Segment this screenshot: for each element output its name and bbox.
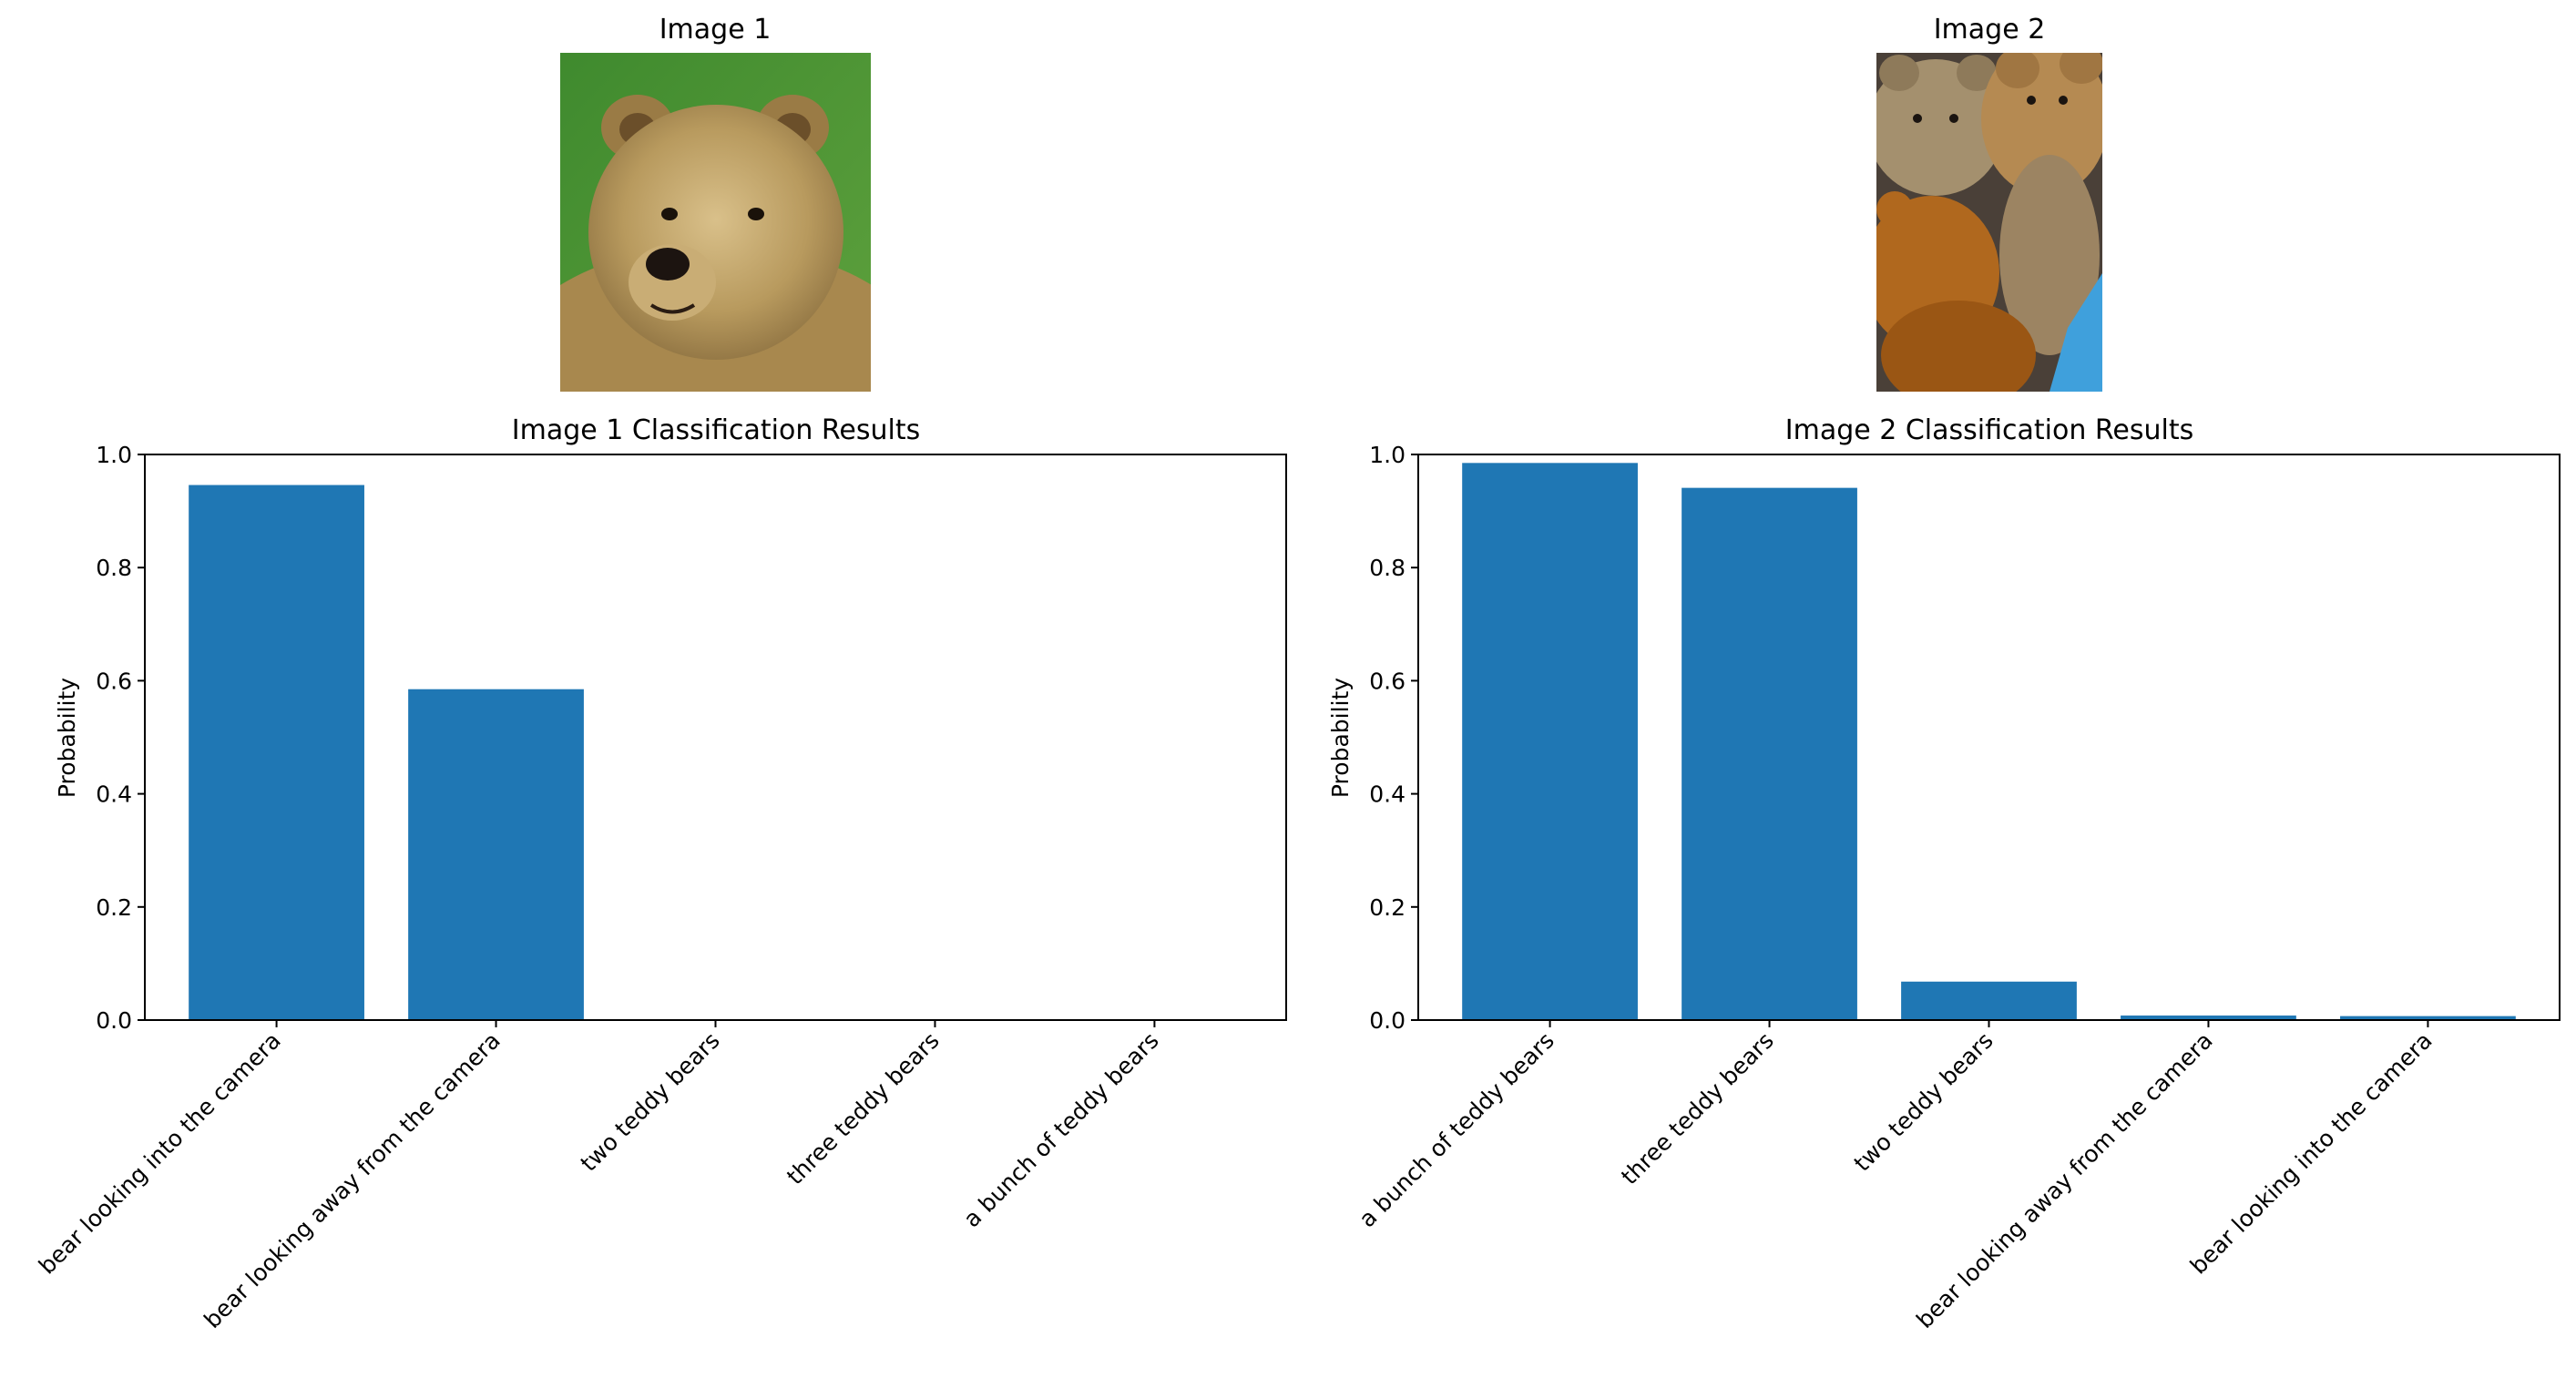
- y-tick-label: 0.0: [1369, 1007, 1406, 1034]
- bear-photo: [560, 53, 871, 392]
- image-2-title: Image 2: [1934, 14, 2046, 46]
- x-tick-label: two teddy bears: [576, 1027, 725, 1177]
- chart-2-title: Image 2 Classification Results: [1785, 414, 2193, 446]
- bar: [408, 689, 584, 1020]
- teddy-bears-photo: [1876, 53, 2102, 392]
- y-tick-label: 0.4: [96, 781, 132, 808]
- bar: [189, 485, 364, 1020]
- chart-1-ylabel: Probability: [54, 678, 80, 798]
- y-tick-label: 1.0: [96, 442, 132, 468]
- chart-1-axes-frame: [144, 454, 1287, 1021]
- y-tick-label: 0.0: [96, 1007, 132, 1034]
- chart-2-ylabel: Probability: [1327, 678, 1354, 798]
- chart-2: Image 2 Classification Results 0.0 0.2 0.4…: [1327, 414, 2561, 1333]
- y-tick-label: 0.4: [1369, 781, 1406, 808]
- x-tick-label: three teddy bears: [782, 1027, 945, 1190]
- bar: [1462, 463, 1638, 1020]
- x-tick-label: two teddy bears: [1849, 1027, 1998, 1177]
- y-tick-label: 0.2: [1369, 894, 1406, 921]
- chart-1-title: Image 1 Classification Results: [512, 414, 920, 446]
- y-tick-label: 0.6: [96, 668, 132, 694]
- bar: [1682, 487, 1857, 1020]
- chart-2-axes-frame: [1417, 454, 2561, 1021]
- y-tick-label: 0.6: [1369, 668, 1406, 694]
- image-1-title: Image 1: [659, 14, 772, 46]
- bar: [2121, 1016, 2296, 1020]
- bar: [1901, 981, 2077, 1020]
- x-tick-label: a bunch of teddy bears: [1354, 1027, 1559, 1233]
- bar: [2340, 1016, 2516, 1020]
- x-tick-label: bear looking into the camera: [2185, 1027, 2438, 1280]
- y-tick-label: 0.8: [1369, 555, 1406, 581]
- x-tick-label: a bunch of teddy bears: [958, 1027, 1164, 1233]
- chart-1: Image 1 Classification Results 0.0 0.2 0.4…: [34, 414, 1287, 1333]
- y-tick-label: 0.2: [96, 894, 132, 921]
- x-tick-label: bear looking into the camera: [34, 1027, 286, 1280]
- x-tick-label: three teddy bears: [1616, 1027, 1779, 1190]
- y-tick-label: 0.8: [96, 555, 132, 581]
- y-tick-label: 1.0: [1369, 442, 1406, 468]
